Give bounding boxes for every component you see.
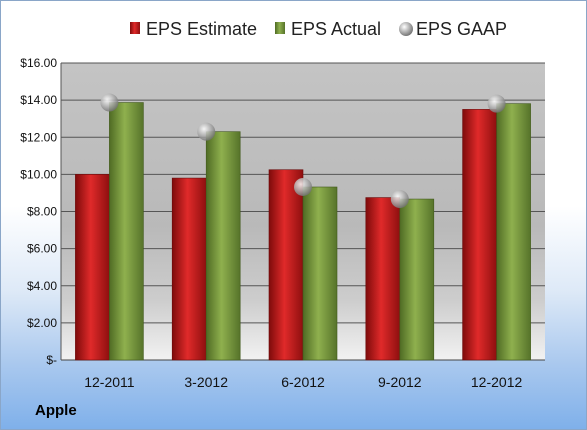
x-category-label: 12-2012 [471, 374, 523, 390]
marker-eps-gaap [197, 122, 216, 141]
legend-label: EPS Actual [291, 19, 381, 39]
bar-eps-estimate [268, 169, 304, 361]
y-tick-label: $8.00 [27, 205, 57, 219]
marker-eps-gaap [294, 177, 312, 196]
legend-label: EPS Estimate [146, 19, 257, 39]
bar-eps-estimate [171, 177, 207, 361]
y-tick-label: $14.00 [20, 93, 57, 107]
bar-eps-actual [302, 186, 338, 361]
legend-swatch [275, 22, 285, 34]
legend-label: EPS GAAP [416, 19, 507, 39]
bar-eps-actual [399, 198, 435, 361]
bar-eps-actual [109, 102, 144, 361]
y-tick-label: $2.00 [27, 316, 57, 330]
marker-eps-gaap [100, 93, 119, 112]
bar-eps-estimate [462, 109, 497, 361]
legend-swatch [130, 22, 140, 34]
y-tick-label: $10.00 [20, 167, 57, 181]
y-tick-label: $6.00 [27, 242, 57, 256]
y-tick-label: $16.00 [20, 56, 57, 70]
company-label: Apple [35, 402, 77, 419]
y-tick-label: $- [46, 353, 57, 367]
bar-eps-estimate [365, 197, 401, 361]
x-category-label: 9-2012 [378, 374, 422, 390]
x-category-label: 6-2012 [281, 374, 325, 390]
marker-eps-gaap [487, 94, 506, 113]
x-category-label: 12-2011 [84, 374, 135, 390]
bar-eps-estimate [75, 174, 110, 361]
y-tick-label: $4.00 [27, 279, 57, 293]
x-category-label: 3-2012 [184, 374, 228, 390]
legend-swatch [399, 22, 413, 36]
marker-eps-gaap [390, 190, 409, 209]
y-tick-label: $12.00 [20, 130, 57, 144]
bar-eps-actual [205, 131, 241, 361]
bar-eps-actual [496, 103, 531, 361]
